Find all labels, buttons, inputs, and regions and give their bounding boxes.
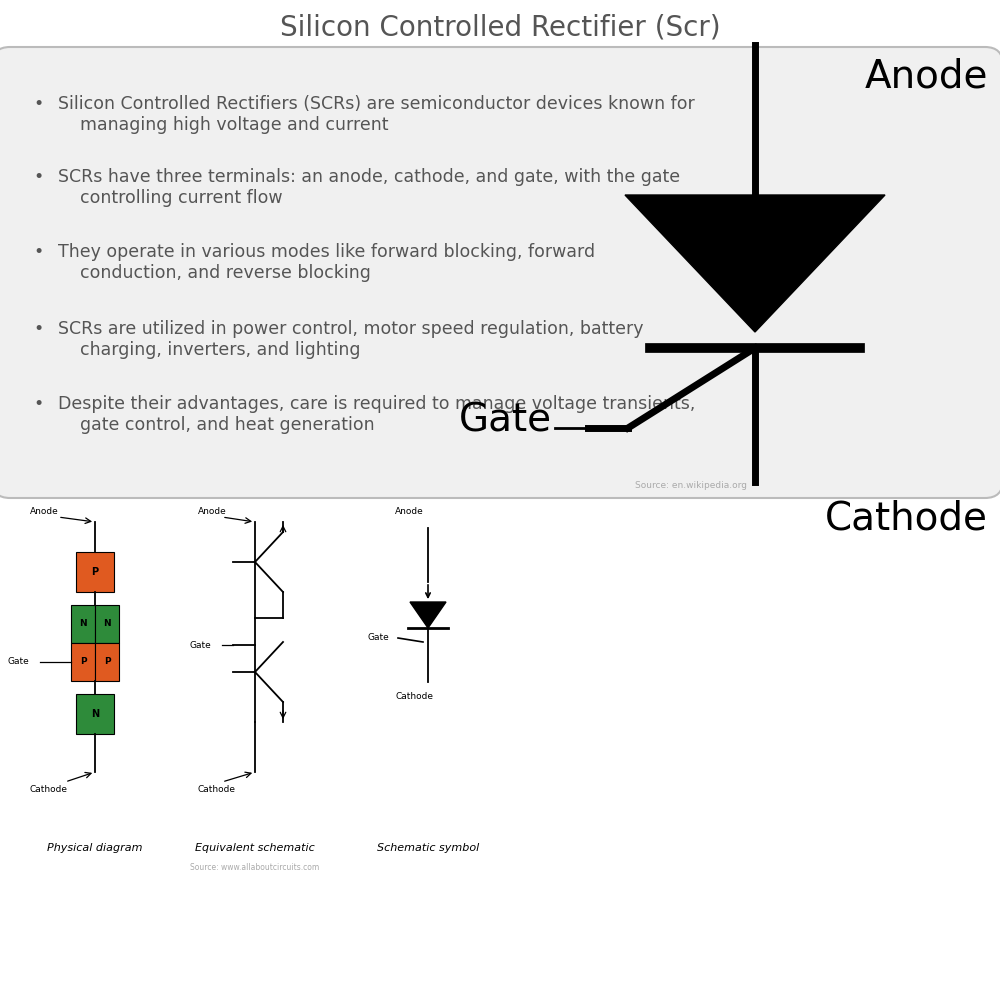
Text: Anode: Anode	[198, 508, 227, 516]
Bar	[95, 605, 119, 643]
Bar	[71, 605, 95, 643]
Text: Anode: Anode	[395, 508, 424, 516]
Text: •: •	[33, 168, 43, 186]
Text: Gate: Gate	[459, 401, 552, 439]
Text: Source: en.wikipedia.org: Source: en.wikipedia.org	[635, 481, 747, 490]
Text: Cathode: Cathode	[30, 786, 68, 794]
Text: Cathode: Cathode	[395, 692, 433, 701]
Polygon shape	[625, 195, 885, 332]
Text: Anode: Anode	[865, 58, 988, 96]
Text: P: P	[91, 567, 99, 577]
Text: Gate: Gate	[190, 641, 212, 650]
Text: N: N	[79, 619, 87, 629]
Text: P: P	[80, 658, 86, 666]
Text: •: •	[33, 395, 43, 413]
FancyBboxPatch shape	[0, 47, 1000, 498]
Text: Anode: Anode	[30, 508, 59, 516]
Bar	[95, 643, 119, 681]
Text: Equivalent schematic: Equivalent schematic	[195, 843, 315, 853]
Text: Schematic symbol: Schematic symbol	[377, 843, 479, 853]
Text: They operate in various modes like forward blocking, forward
    conduction, and: They operate in various modes like forwa…	[58, 243, 595, 282]
Text: Physical diagram: Physical diagram	[47, 843, 143, 853]
Polygon shape	[410, 602, 446, 628]
Text: N: N	[91, 709, 99, 719]
Bar	[71, 643, 95, 681]
Text: Gate: Gate	[8, 658, 30, 666]
Text: Cathode: Cathode	[825, 500, 988, 538]
Text: Cathode: Cathode	[198, 786, 236, 794]
Text: SCRs have three terminals: an anode, cathode, and gate, with the gate
    contro: SCRs have three terminals: an anode, cat…	[58, 168, 680, 207]
Text: •: •	[33, 320, 43, 338]
Text: •: •	[33, 95, 43, 113]
Text: SCRs are utilized in power control, motor speed regulation, battery
    charging: SCRs are utilized in power control, moto…	[58, 320, 644, 359]
Text: Silicon Controlled Rectifiers (SCRs) are semiconductor devices known for
    man: Silicon Controlled Rectifiers (SCRs) are…	[58, 95, 695, 134]
Text: Despite their advantages, care is required to manage voltage transients,
    gat: Despite their advantages, care is requir…	[58, 395, 695, 434]
Text: N: N	[103, 619, 111, 629]
Bar	[76, 552, 114, 592]
Text: •: •	[33, 243, 43, 261]
Text: Silicon Controlled Rectifier (Scr): Silicon Controlled Rectifier (Scr)	[280, 14, 720, 42]
Text: Gate: Gate	[368, 634, 390, 643]
Text: Source: www.allaboutcircuits.com: Source: www.allaboutcircuits.com	[190, 863, 320, 872]
Text: P: P	[104, 658, 110, 666]
Bar	[76, 694, 114, 734]
